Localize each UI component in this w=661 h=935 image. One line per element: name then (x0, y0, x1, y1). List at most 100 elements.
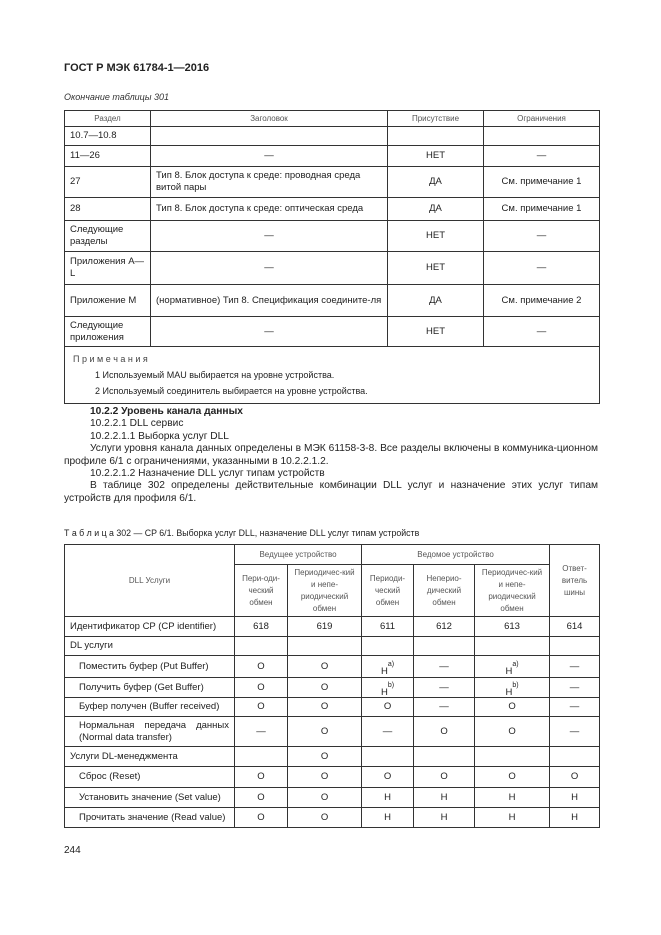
table-cell: — (150, 251, 388, 285)
table-cell: — (483, 220, 600, 252)
table-row: 11—26— НЕТ — (64, 145, 600, 167)
table-cell: НЕТ (387, 145, 484, 167)
table-cell: Н (474, 787, 551, 808)
table-cell: 613 (474, 616, 551, 637)
table-cell: — (413, 697, 476, 717)
table-cell: 619 (286, 616, 363, 637)
paragraph: 10.2.2.1.2 Назначение DLL услуг типам ус… (90, 468, 325, 480)
cell-value: Н (505, 666, 513, 678)
table-cell: — (483, 251, 600, 285)
table-302: DLL Услуги Ведущее устройство Ведомое ус… (64, 544, 601, 828)
paragraph: Услуги уровня канала данных определены в… (64, 443, 598, 467)
table-302-caption: Т а б л и ц а 302 — CP 6/1. Выборка услу… (64, 528, 420, 538)
header-dll-services: DLL Услуги (64, 544, 235, 617)
table-cell: — (150, 145, 388, 167)
table-cell: О (234, 766, 288, 788)
table-cell: — (549, 697, 601, 717)
paragraph: 10.2.2 Уровень канала данных (90, 406, 243, 417)
table-row: Поместить буфер (Put Buffer) О О Нa) — Нa) — (64, 655, 601, 678)
table-cell: Н (413, 807, 476, 828)
table-cell: — (234, 716, 288, 747)
column-header: Присутствие (387, 110, 484, 127)
table-cell (387, 126, 484, 146)
table-cell: О (286, 787, 363, 808)
table-cell: Следующие разделы (64, 220, 151, 252)
table-cell: НЕТ (387, 220, 484, 252)
table-cell: О (413, 716, 476, 747)
table-cell (286, 636, 363, 656)
table-row: Буфер получен (Buffer received) О О О — О — (64, 697, 601, 717)
cell-value: Н (380, 666, 388, 678)
subcolumn-header: Пери-оди-ческий обмен (234, 564, 288, 617)
table-row: Идентификатор CP (CP identifier) 618 619 61… (64, 616, 601, 637)
footnote-mark: b) (387, 681, 395, 689)
table-row: Нормальная передача данных (Normal data … (64, 716, 601, 747)
table-row: Установить значение (Set value) О О Н Н Н Н (64, 787, 601, 808)
table-row: 27 Тип 8. Блок доступа к среде: проводная… (64, 166, 600, 198)
table-cell: См. примечание 2 (483, 284, 600, 317)
table-cell: Н (413, 787, 476, 808)
service-name: DL услуги (64, 636, 235, 656)
table-cell: Приложение М (64, 284, 151, 317)
column-header: Раздел (64, 110, 151, 127)
table-cell (150, 126, 388, 146)
table-cell (413, 746, 476, 767)
header-coupler: Ответ-витель шины (549, 544, 601, 617)
table-cell: Нa) (361, 655, 415, 678)
document-header: ГОСТ Р МЭК 61784-1—2016 (64, 62, 210, 74)
table-cell: Нa) (474, 655, 551, 678)
table-cell: О (286, 746, 363, 767)
table-cell: 618 (234, 616, 288, 637)
table-cell: О (286, 655, 363, 678)
table-cell: О (361, 766, 415, 788)
table-cell: О (286, 766, 363, 788)
table-cell: 611 (361, 616, 415, 637)
table-cell: Н (474, 807, 551, 828)
table-cell: Н (361, 807, 415, 828)
table-cell: — (150, 316, 388, 347)
table-row: Следующие приложения — НЕТ — (64, 316, 600, 347)
table-cell: ДА (387, 166, 484, 198)
table-row: DL услуги (64, 636, 601, 656)
service-name: Услуги DL-менеджмента (64, 746, 235, 767)
table-cell (549, 746, 601, 767)
table-cell: — (413, 677, 476, 698)
table-cell: — (361, 716, 415, 747)
table-cell: О (234, 697, 288, 717)
table-cell: О (361, 697, 415, 717)
table-row: Услуги DL-менеджмента О (64, 746, 601, 767)
subcolumn-header: Периодичес-кий и непе-риодический обмен (474, 564, 551, 617)
notes-title: П р и м е ч а н и я (73, 354, 148, 364)
table-cell (413, 636, 476, 656)
table-cell: Н (549, 807, 601, 828)
header-master: Ведущее устройство (233, 544, 363, 565)
footnote-mark: a) (512, 660, 519, 668)
table-cell: Н (361, 787, 415, 808)
page-number: 244 (64, 845, 81, 856)
service-name: Прочитать значение (Read value) (64, 807, 235, 828)
service-name: Получить буфер (Get Buffer) (64, 677, 235, 698)
paragraph: 10.2.2.1 DLL сервис (90, 418, 184, 430)
table-cell: См. примечание 1 (483, 166, 600, 198)
service-name: Сброс (Reset) (64, 766, 235, 788)
table-cell: — (549, 716, 601, 747)
column-header: Ограничения (483, 110, 600, 127)
table-cell: См. примечание 1 (483, 197, 600, 221)
table-cell (361, 636, 415, 656)
footnote-mark: b) (512, 681, 519, 689)
table-cell: О (286, 807, 363, 828)
table-cell (234, 636, 288, 656)
table-cell: О (413, 766, 476, 788)
table-cell: О (234, 655, 288, 678)
table-row: Приложение М (нормативное) Тип 8. Специфи… (64, 284, 600, 317)
subcolumn-header: Периодичес-кий и непе-риодический обмен (286, 564, 363, 617)
table-cell: Следующие приложения (64, 316, 151, 347)
table-cell: О (234, 807, 288, 828)
table-cell (234, 746, 288, 767)
table-cell: ДА (387, 197, 484, 221)
table-cell: О (286, 697, 363, 717)
table-cell: — (150, 220, 388, 252)
footnote-mark: a) (387, 660, 395, 668)
table-cell: 614 (549, 616, 601, 637)
